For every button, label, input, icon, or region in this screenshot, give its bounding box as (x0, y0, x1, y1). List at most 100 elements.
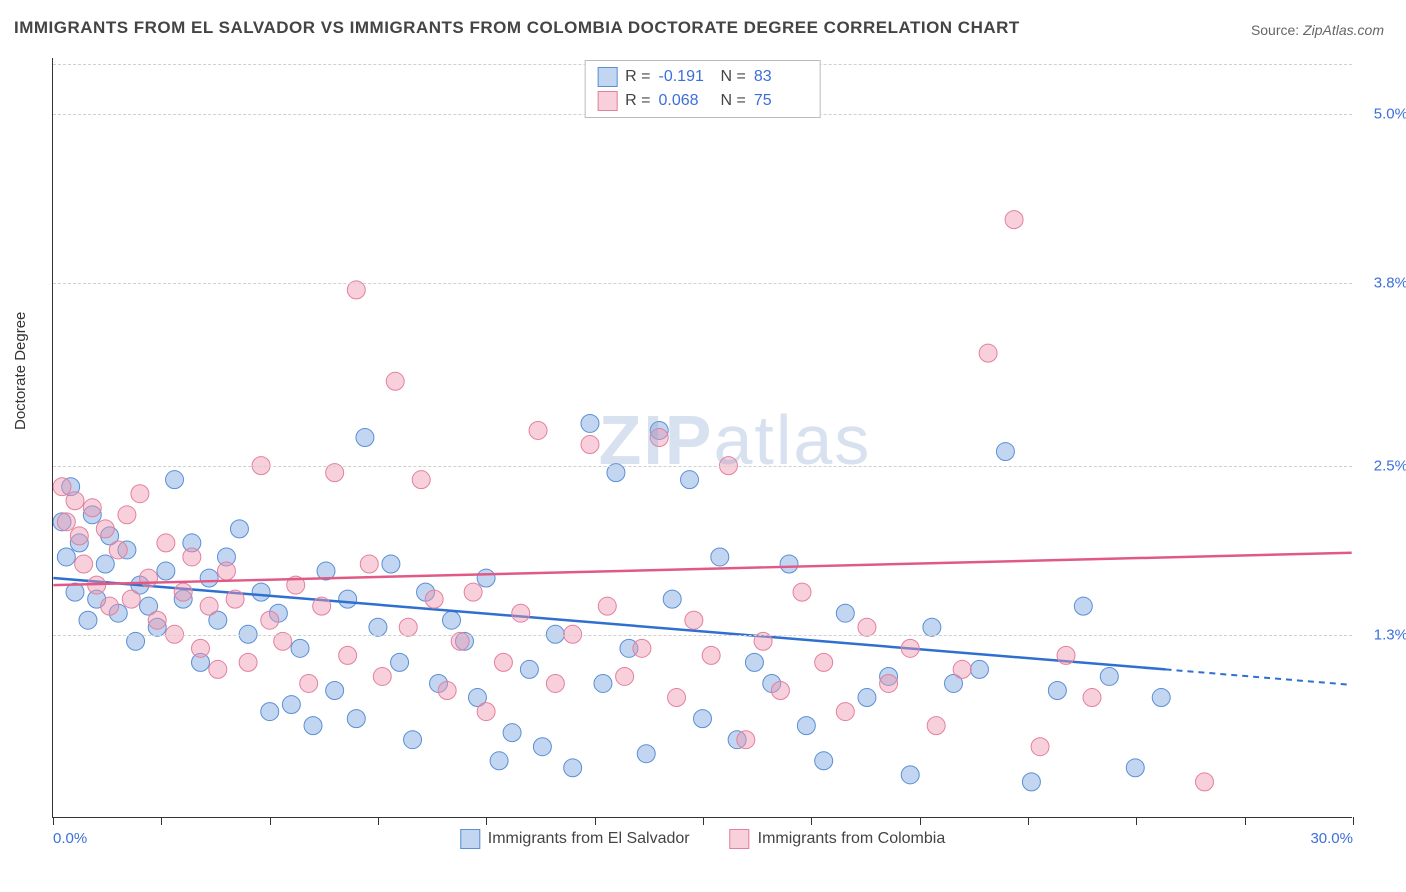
scatter-point (157, 534, 175, 552)
gridline-h (53, 635, 1352, 636)
scatter-point (745, 653, 763, 671)
scatter-point (970, 660, 988, 678)
scatter-point (637, 745, 655, 763)
scatter-point (109, 541, 127, 559)
x-tick (161, 817, 162, 825)
scatter-point (356, 429, 374, 447)
scatter-point (1083, 689, 1101, 707)
scatter-point (797, 717, 815, 735)
scatter-point (209, 660, 227, 678)
scatter-point (70, 527, 88, 545)
scatter-point (101, 597, 119, 615)
scatter-point (339, 590, 357, 608)
scatter-point (96, 520, 114, 538)
scatter-point (780, 555, 798, 573)
scatter-point (490, 752, 508, 770)
scatter-point (443, 611, 461, 629)
scatter-point (131, 485, 149, 503)
scatter-point (1048, 682, 1066, 700)
scatter-point (140, 569, 158, 587)
legend-r-value: -0.191 (659, 68, 713, 86)
legend-row: R = -0.191 N = 83 (597, 65, 808, 89)
scatter-point (1126, 759, 1144, 777)
source-attribution: Source: ZipAtlas.com (1251, 22, 1384, 38)
scatter-point (685, 611, 703, 629)
scatter-point (1057, 646, 1075, 664)
scatter-point (57, 513, 75, 531)
scatter-point (836, 703, 854, 721)
scatter-point (681, 471, 699, 489)
x-tick (811, 817, 812, 825)
scatter-point (494, 653, 512, 671)
scatter-plot (53, 58, 1352, 817)
scatter-point (836, 604, 854, 622)
chart-area: ZIPatlas R = -0.191 N = 83 R = 0.068 N =… (52, 58, 1352, 818)
legend-row: R = 0.068 N = 75 (597, 89, 808, 113)
scatter-point (1100, 667, 1118, 685)
scatter-point (404, 731, 422, 749)
scatter-point (901, 639, 919, 657)
scatter-point (347, 710, 365, 728)
legend-item: Immigrants from Colombia (730, 829, 946, 849)
scatter-point (533, 738, 551, 756)
scatter-point (192, 639, 210, 657)
legend-r-value: 0.068 (659, 92, 713, 110)
scatter-point (512, 604, 530, 622)
source-label: Source: (1251, 22, 1299, 38)
scatter-point (96, 555, 114, 573)
legend-swatch (460, 829, 480, 849)
scatter-point (711, 548, 729, 566)
scatter-point (927, 717, 945, 735)
scatter-point (174, 583, 192, 601)
scatter-point (1196, 773, 1214, 791)
scatter-point (200, 569, 218, 587)
x-tick-label: 0.0% (53, 830, 87, 847)
scatter-point (594, 674, 612, 692)
x-tick (1136, 817, 1137, 825)
scatter-point (1074, 597, 1092, 615)
x-tick (1353, 817, 1354, 825)
scatter-point (148, 611, 166, 629)
scatter-point (391, 653, 409, 671)
legend-swatch (730, 829, 750, 849)
scatter-point (360, 555, 378, 573)
x-tick (920, 817, 921, 825)
scatter-point (858, 689, 876, 707)
scatter-point (694, 710, 712, 728)
gridline-h (53, 283, 1352, 284)
source-link[interactable]: ZipAtlas.com (1303, 22, 1384, 38)
scatter-point (1152, 689, 1170, 707)
chart-title: IMMIGRANTS FROM EL SALVADOR VS IMMIGRANT… (14, 18, 1020, 38)
scatter-point (953, 660, 971, 678)
x-tick (486, 817, 487, 825)
scatter-point (79, 611, 97, 629)
scatter-point (183, 548, 201, 566)
scatter-point (399, 618, 417, 636)
y-tick-label: 5.0% (1374, 106, 1406, 123)
scatter-point (1031, 738, 1049, 756)
legend-series-label: Immigrants from El Salvador (488, 830, 690, 848)
scatter-point (702, 646, 720, 664)
legend-swatch (597, 67, 617, 87)
scatter-point (633, 639, 651, 657)
scatter-point (382, 555, 400, 573)
scatter-point (438, 682, 456, 700)
legend-n-value: 83 (754, 68, 808, 86)
scatter-point (464, 583, 482, 601)
scatter-point (663, 590, 681, 608)
legend-r-label: R = (625, 68, 650, 86)
scatter-point (217, 562, 235, 580)
scatter-point (477, 569, 495, 587)
scatter-point (166, 471, 184, 489)
scatter-point (581, 436, 599, 454)
x-tick (595, 817, 596, 825)
scatter-point (581, 414, 599, 432)
scatter-point (252, 583, 270, 601)
x-tick (1245, 817, 1246, 825)
scatter-point (230, 520, 248, 538)
scatter-point (425, 590, 443, 608)
gridline-h (53, 466, 1352, 467)
scatter-point (386, 372, 404, 390)
scatter-point (313, 597, 331, 615)
scatter-point (737, 731, 755, 749)
